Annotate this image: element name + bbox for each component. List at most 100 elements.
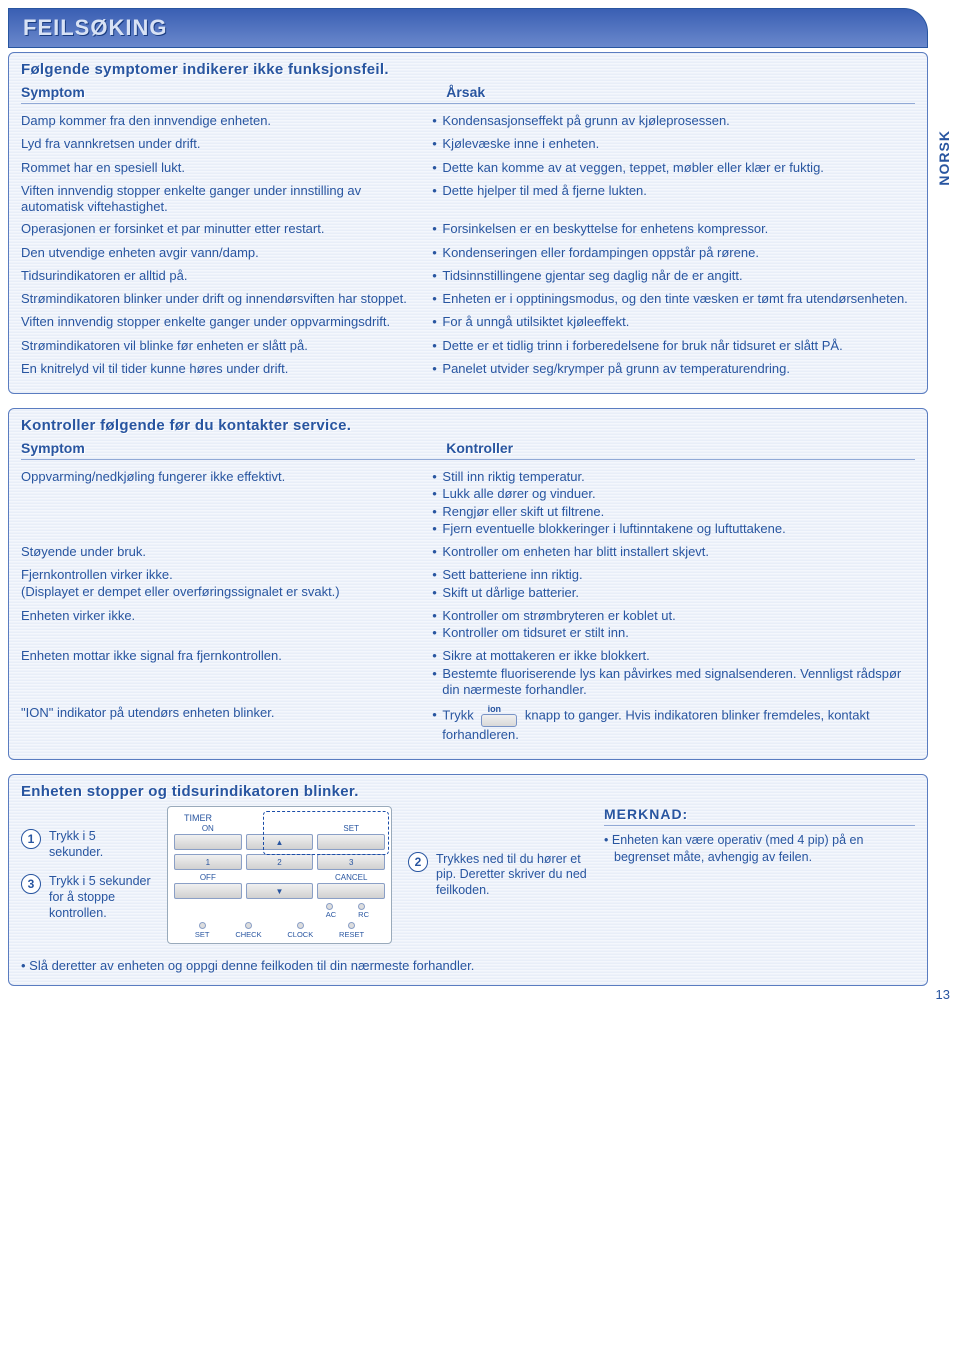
list-item: Kontroller om enheten har blitt installe…: [432, 544, 915, 560]
list-item: Dette hjelper til med å fjerne lukten.: [432, 183, 915, 199]
panel1-col-symptom: Symptom: [21, 84, 432, 100]
step-3: 3 Trykk i 5 sekunder for å stoppe kontro…: [21, 874, 151, 921]
note-heading: MERKNAD:: [604, 806, 915, 826]
remote-ac-label: AC: [326, 910, 336, 919]
panel3-heading: Enheten stopper og tidsurindikatoren bli…: [21, 783, 915, 800]
cause-cell: Kjølevæske inne i enheten.: [432, 133, 915, 156]
note-item: Enheten kan være operativ (med 4 pip) på…: [604, 832, 915, 865]
check-cell: Trykk ion knapp to ganger. Hvis indikato…: [432, 702, 915, 747]
remote-diagram: TIMER ON ▲ SET 1 2 3 OFF ▼ CANCEL A: [167, 806, 392, 944]
panel2-col-check: Kontroller: [446, 440, 915, 456]
page-title: FEILSØKING: [23, 15, 913, 41]
list-item: Kjølevæske inne i enheten.: [432, 136, 915, 152]
check-cell: Sett batteriene inn riktig. Skift ut dårl…: [432, 564, 915, 605]
cause-cell: Dette kan komme av at veggen, teppet, mø…: [432, 157, 915, 180]
table-row: Strømindikatoren blinker under drift og …: [21, 288, 915, 311]
list-item: Fjern eventuelle blokkeringer i luftinnt…: [432, 521, 915, 537]
remote-1-button: 1: [174, 854, 242, 870]
symptom-cell: Fjernkontrollen virker ikke. (Displayet …: [21, 564, 432, 605]
remote-dot-check: CHECK: [235, 930, 261, 939]
cause-cell: Dette er et tidlig trinn i forberedelsen…: [432, 335, 915, 358]
list-item: Panelet utvider seg/krymper på grunn av …: [432, 361, 915, 377]
panel2-heading: Kontroller følgende før du kontakter ser…: [21, 417, 915, 434]
remote-set-button: [317, 834, 385, 850]
cause-cell: Kondenseringen eller fordampingen oppstå…: [432, 242, 915, 265]
list-item: Still inn riktig temperatur.: [432, 469, 915, 485]
table-row: Oppvarming/nedkjøling fungerer ikke effe…: [21, 466, 915, 541]
remote-2-button: 2: [246, 854, 314, 870]
table-row: Strømindikatoren vil blinke før enheten …: [21, 335, 915, 358]
cause-cell: Tidsinnstillingene gjentar seg daglig nå…: [432, 265, 915, 288]
table-row: Fjernkontrollen virker ikke. (Displayet …: [21, 564, 915, 605]
table-row: Enheten mottar ikke signal fra fjernkont…: [21, 645, 915, 702]
list-item: Dette er et tidlig trinn i forberedelsen…: [432, 338, 915, 354]
table-row: Tidsurindikatoren er alltid på.Tidsinnst…: [21, 265, 915, 288]
list-item: Rengjør eller skift ut filtrene.: [432, 504, 915, 520]
list-item: Sett batteriene inn riktig.: [432, 567, 915, 583]
symptom-cell: Viften innvendig stopper enkelte ganger …: [21, 180, 432, 219]
remote-cancel-label: CANCEL: [335, 874, 367, 882]
remote-dot-reset: RESET: [339, 930, 364, 939]
step-1: 1 Trykk i 5 sekunder.: [21, 829, 151, 860]
check-cell: Kontroller om strømbryteren er koblet ut…: [432, 605, 915, 646]
remote-off-label: OFF: [200, 874, 216, 882]
remote-set-label: SET: [343, 825, 359, 833]
step-3-text: Trykk i 5 sekunder for å stoppe kontroll…: [49, 874, 151, 921]
panel2-col-symptom: Symptom: [21, 440, 432, 456]
remote-on-button: [174, 834, 242, 850]
list-item: Trykk ion knapp to ganger. Hvis indikato…: [432, 705, 915, 743]
cause-cell: Panelet utvider seg/krymper på grunn av …: [432, 358, 915, 381]
table-row: En knitrelyd vil til tider kunne høres u…: [21, 358, 915, 381]
panel1-table: Damp kommer fra den innvendige enheten.K…: [21, 110, 915, 381]
page-number: 13: [936, 987, 950, 1002]
list-item: Sikre at mottakeren er ikke blokkert.: [432, 648, 915, 664]
symptom-cell: "ION" indikator på utendørs enheten blin…: [21, 702, 432, 747]
check-cell: Kontroller om enheten har blitt installe…: [432, 541, 915, 564]
symptom-cell: Lyd fra vannkretsen under drift.: [21, 133, 432, 156]
table-row: Den utvendige enheten avgir vann/damp.Ko…: [21, 242, 915, 265]
symptom-cell: Strømindikatoren vil blinke før enheten …: [21, 335, 432, 358]
ion-button-icon: ion: [481, 705, 517, 727]
table-row-ion: "ION" indikator på utendørs enheten blin…: [21, 702, 915, 747]
list-item: Kondensasjonseffekt på grunn av kjølepro…: [432, 113, 915, 129]
remote-down-button: ▼: [246, 883, 314, 899]
table-row: Lyd fra vannkretsen under drift.Kjølevæs…: [21, 133, 915, 156]
symptom-cell: Støyende under bruk.: [21, 541, 432, 564]
title-bar: FEILSØKING: [8, 8, 928, 48]
table-row: Viften innvendig stopper enkelte ganger …: [21, 311, 915, 334]
table-row: Rommet har en spesiell lukt.Dette kan ko…: [21, 157, 915, 180]
symptom-cell: Operasjonen er forsinket et par minutter…: [21, 218, 432, 241]
step-2-number: 2: [408, 852, 428, 872]
remote-cancel-button: [317, 883, 385, 899]
list-item: Kondenseringen eller fordampingen oppstå…: [432, 245, 915, 261]
panel-check-before-service: Kontroller følgende før du kontakter ser…: [8, 408, 928, 760]
symptom-cell: Damp kommer fra den innvendige enheten.: [21, 110, 432, 133]
symptom-cell: Enheten virker ikke.: [21, 605, 432, 646]
symptom-cell: Viften innvendig stopper enkelte ganger …: [21, 311, 432, 334]
note-column: MERKNAD: Enheten kan være operativ (med …: [604, 806, 915, 944]
panel-unit-stops-timer-blinks: Enheten stopper og tidsurindikatoren bli…: [8, 774, 928, 986]
remote-on-label: ON: [202, 825, 214, 833]
list-item: Forsinkelsen er en beskyttelse for enhet…: [432, 221, 915, 237]
panel-symptoms-not-fault: Følgende symptomer indikerer ikke funksj…: [8, 52, 928, 394]
table-row: Damp kommer fra den innvendige enheten.K…: [21, 110, 915, 133]
remote-dot-set: SET: [195, 930, 210, 939]
remote-3-button: 3: [317, 854, 385, 870]
step-2-text: Trykkes ned til du hører et pip. Derette…: [436, 852, 588, 899]
list-item: Kontroller om strømbryteren er koblet ut…: [432, 608, 915, 624]
remote-timer-label: TIMER: [174, 813, 385, 823]
symptom-cell: Den utvendige enheten avgir vann/damp.: [21, 242, 432, 265]
check-cell: Still inn riktig temperatur.Lukk alle dø…: [432, 466, 915, 541]
panel3-final-note: Slå deretter av enheten og oppgi denne f…: [21, 958, 915, 973]
check-cell: Sikre at mottakeren er ikke blokkert. Bes…: [432, 645, 915, 702]
list-item: Bestemte fluoriserende lys kan påvirkes …: [432, 666, 915, 699]
panel1-col-cause: Årsak: [446, 84, 915, 100]
cause-cell: Forsinkelsen er en beskyttelse for enhet…: [432, 218, 915, 241]
remote-up-button: ▲: [246, 834, 314, 850]
table-row: Operasjonen er forsinket et par minutter…: [21, 218, 915, 241]
symptom-cell: En knitrelyd vil til tider kunne høres u…: [21, 358, 432, 381]
language-tab: NORSK: [936, 130, 952, 186]
list-item: Lukk alle dører og vinduer.: [432, 486, 915, 502]
symptom-cell: Rommet har en spesiell lukt.: [21, 157, 432, 180]
list-item: Skift ut dårlige batterier.: [432, 585, 915, 601]
